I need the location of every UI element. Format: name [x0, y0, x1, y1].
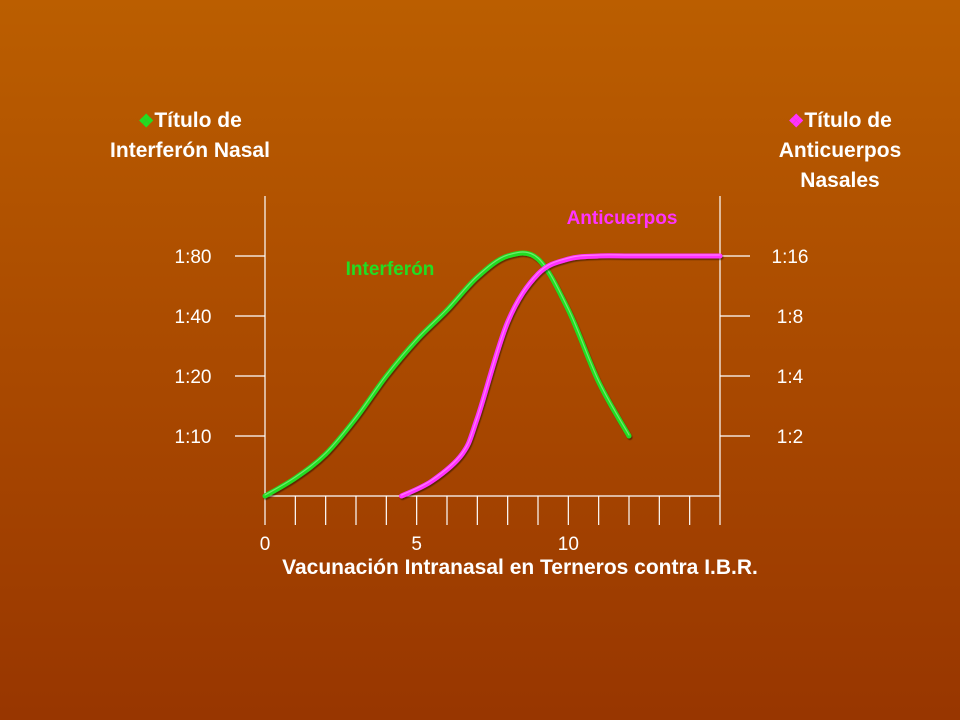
x-axis-tick-label: 5 [411, 534, 422, 555]
left-axis-tick-label: 1:20 [175, 367, 212, 388]
series-line-interferon [262, 250, 632, 499]
left-title-line1: Título de [154, 109, 242, 132]
right-axis-tick-label: 1:2 [777, 427, 803, 448]
right-title-line3: Nasales [800, 169, 880, 192]
series-label-interferon: Interferón [346, 259, 435, 280]
left-axis-tick-label: 1:40 [175, 307, 212, 328]
right-title-bullet-icon: ❖ [788, 111, 805, 131]
right-axis-title: ❖Título de Anticuerpos Nasales [725, 106, 955, 196]
right-axis-tick-label: 1:8 [777, 307, 803, 328]
series-line-highlight [400, 254, 721, 496]
right-title-line1: Título de [804, 109, 892, 132]
left-title-line2: Interferón Nasal [110, 139, 270, 162]
right-title-line2: Anticuerpos [778, 139, 902, 162]
series-line-highlight [264, 251, 630, 496]
x-axis-label: Vacunación Intranasal en Terneros contra… [282, 556, 758, 579]
left-axis-tick-label: 1:80 [175, 247, 212, 268]
right-axis-tick-label: 1:16 [772, 247, 809, 268]
series-label-anticuerpos: Anticuerpos [567, 208, 678, 229]
right-axis-tick-label: 1:4 [777, 367, 804, 388]
left-axis-tick-label: 1:10 [175, 427, 212, 448]
x-axis-tick-label: 10 [558, 534, 579, 555]
x-axis-tick-label: 0 [260, 534, 271, 555]
left-axis-title: ❖Título de Interferón Nasal [80, 106, 300, 166]
series-line-anticuerpos [399, 253, 723, 499]
left-title-bullet-icon: ❖ [138, 111, 155, 131]
